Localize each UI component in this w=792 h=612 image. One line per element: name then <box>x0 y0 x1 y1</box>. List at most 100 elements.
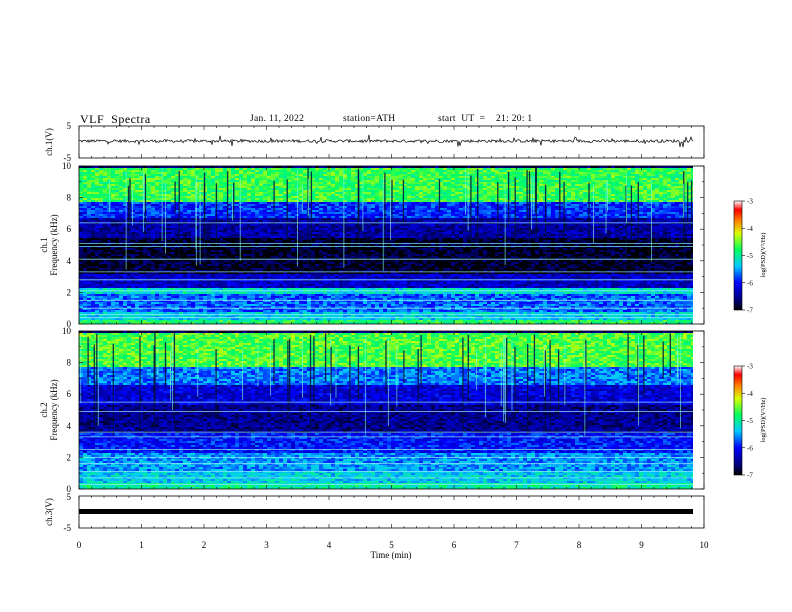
spectrogram-cell <box>243 210 247 212</box>
spectrogram-cell <box>207 212 211 214</box>
spectrogram-cell <box>239 170 243 172</box>
spectrogram-cell <box>151 238 155 240</box>
spectrogram-cell <box>91 220 95 222</box>
spectrogram-cell <box>135 252 139 254</box>
spectrogram-cell <box>99 280 103 282</box>
spectrogram-cell <box>191 266 195 268</box>
spectrogram-cell <box>211 276 215 278</box>
spectrogram-cell <box>223 226 227 228</box>
spectrogram-cell <box>243 202 247 204</box>
spectrogram-cell <box>87 248 91 250</box>
spectrogram-cell <box>127 262 131 264</box>
spectrogram-cell <box>283 318 287 320</box>
spectrogram-cell <box>291 176 295 178</box>
spectrogram-cell <box>135 296 139 298</box>
spectrogram-cell <box>187 180 191 182</box>
spectrogram-cell <box>235 310 239 312</box>
spectrogram-cell <box>163 284 167 286</box>
spectrogram-cell <box>183 200 187 202</box>
spectrogram-cell <box>135 234 139 236</box>
spectrogram-cell <box>95 206 99 208</box>
spectrogram-cell <box>275 292 279 294</box>
spectrogram-cell <box>195 320 199 322</box>
spectrogram-cell <box>235 250 239 252</box>
spectrogram-cell <box>279 274 283 276</box>
spectrogram-cell <box>87 208 91 210</box>
spectrogram-cell <box>119 194 123 196</box>
spectrogram-cell <box>111 262 115 264</box>
spectrogram-cell <box>175 292 179 294</box>
spectrogram-cell <box>247 234 251 236</box>
spectrogram-cell <box>231 284 235 286</box>
spectrogram-cell <box>283 188 287 190</box>
spectrogram-cell <box>127 274 131 276</box>
spectrogram-cell <box>199 198 203 200</box>
spectrogram-cell <box>191 172 195 174</box>
spectrogram-cell <box>115 184 119 186</box>
spectrogram-cell <box>95 188 99 190</box>
spectrogram-cell <box>115 214 119 216</box>
spectrogram-cell <box>171 182 175 184</box>
spectrogram-cell <box>147 228 151 230</box>
spectrogram-cell <box>267 248 271 250</box>
spectrogram-cell <box>87 302 91 304</box>
spectrogram-cell <box>115 186 119 188</box>
spectrogram-cell <box>295 208 299 210</box>
spectrogram-cell <box>167 234 171 236</box>
spectrogram-cell <box>143 252 147 254</box>
spectrogram-cell <box>159 310 163 312</box>
spectrogram-cell <box>99 318 103 320</box>
spectrogram-cell <box>275 286 279 288</box>
spectrogram-cell <box>87 228 91 230</box>
spectrogram-cell <box>167 256 171 258</box>
spectrogram-cell <box>91 320 95 322</box>
spectrogram-cell <box>195 250 199 252</box>
spectrogram-cell <box>175 224 179 226</box>
spectrogram-cell <box>211 198 215 200</box>
spectrogram-cell <box>79 176 83 178</box>
spectrogram-cell <box>151 286 155 288</box>
spectrogram-cell <box>295 228 299 230</box>
spectrogram-cell <box>187 244 191 246</box>
spectrogram-cell <box>235 302 239 304</box>
spectrogram-cell <box>287 174 291 176</box>
spectrogram-cell <box>227 168 231 170</box>
spectrogram-cell <box>211 236 215 238</box>
spectrogram-cell <box>263 248 267 250</box>
spectrogram-cell <box>99 236 103 238</box>
spectrogram-cell <box>147 320 151 322</box>
spectrogram-cell <box>107 294 111 296</box>
spectrogram-cell <box>151 232 155 234</box>
spectrogram-cell <box>167 306 171 308</box>
spectrogram-cell <box>219 264 223 266</box>
spectrogram-cell <box>223 170 227 172</box>
spectrogram-cell <box>279 228 283 230</box>
spectrogram-cell <box>171 200 175 202</box>
spectrogram-cell <box>247 230 251 232</box>
spectrogram-cell <box>167 274 171 276</box>
spectrogram-cell <box>303 256 307 258</box>
spectrogram-cell <box>179 264 183 266</box>
spectrogram-cell <box>223 238 227 240</box>
spectrogram-cell <box>163 252 167 254</box>
spectrogram-cell <box>283 192 287 194</box>
spectrogram-cell <box>295 220 299 222</box>
spectrogram-cell <box>87 244 91 246</box>
spectrogram-cell <box>95 174 99 176</box>
spectrogram-cell <box>247 238 251 240</box>
spectrogram-cell <box>203 286 207 288</box>
spectrogram-cell <box>95 220 99 222</box>
spectrogram-cell <box>239 176 243 178</box>
spectrogram-cell <box>211 304 215 306</box>
spectrogram-cell <box>199 194 203 196</box>
spectrogram-cell <box>215 286 219 288</box>
spectrogram-cell <box>267 170 271 172</box>
spectrogram-cell <box>223 168 227 170</box>
spectrogram-cell <box>263 200 267 202</box>
spectrogram-cell <box>103 320 107 322</box>
spectrogram-cell <box>103 198 107 200</box>
spectrogram-cell <box>135 312 139 314</box>
spectrogram-cell <box>147 252 151 254</box>
spectrogram-cell <box>159 284 163 286</box>
spectrogram-cell <box>83 312 87 314</box>
